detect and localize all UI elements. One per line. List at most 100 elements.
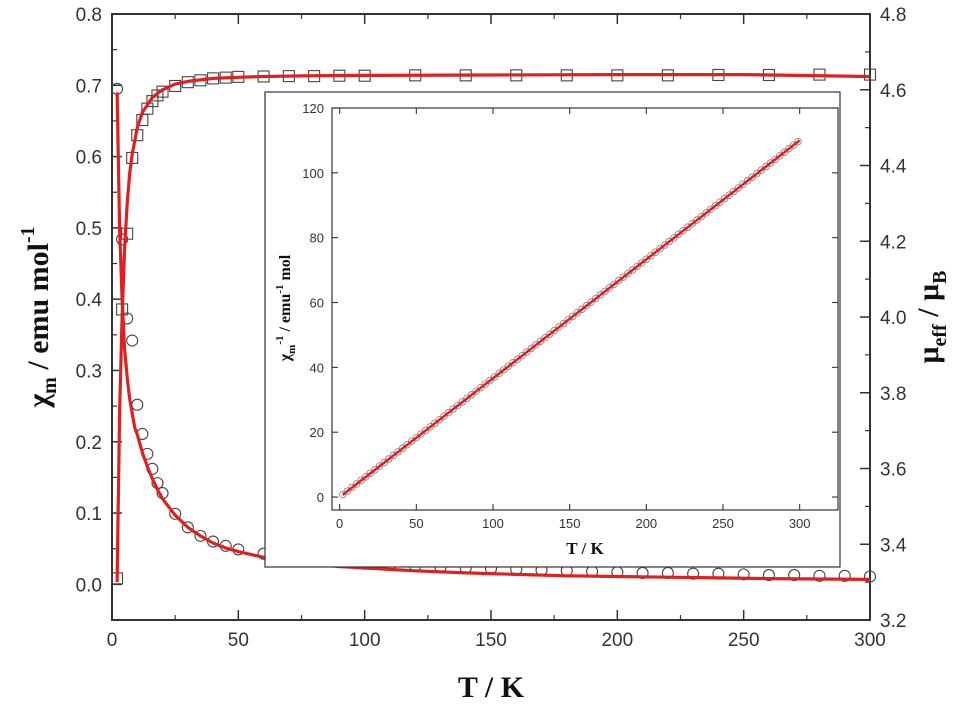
- inset-data-point: [532, 341, 540, 349]
- y-left-tick-label: 0.1: [76, 504, 102, 525]
- chi-data-point: [194, 529, 207, 542]
- inset-data-point: [624, 269, 632, 278]
- inset-data-point: [555, 323, 563, 331]
- mueff-data-point: [863, 68, 877, 81]
- chi-data-point: [126, 334, 139, 347]
- y-left-tick-label: 0.6: [76, 148, 102, 169]
- y-left-tick-label: 0.0: [76, 575, 102, 596]
- inset-data-point: [435, 416, 444, 424]
- y-left-axis-sup: -1: [17, 226, 39, 243]
- inset-data-point: [619, 273, 628, 281]
- inset-x-axis-title: T / K: [566, 539, 604, 558]
- inset-data-point: [785, 144, 793, 153]
- inset-data-point: [591, 294, 600, 303]
- inset-data-point: [352, 480, 361, 488]
- chi-data-point: [762, 569, 775, 582]
- inset-data-point: [564, 316, 572, 324]
- y-left-axis-text: / emu mol: [22, 243, 55, 377]
- inset-data-point: [504, 362, 513, 371]
- inset-data-point: [679, 226, 687, 235]
- y-left-tick-label: 0.4: [76, 290, 103, 311]
- inset-x-tick-label: 100: [482, 516, 504, 531]
- inset-data-point: [628, 266, 637, 274]
- inset-y-tick-label: 60: [310, 296, 324, 311]
- inset-data-point: [384, 455, 393, 463]
- inset-data-point: [757, 166, 766, 174]
- inset-y-axis-text: / emu: [277, 294, 294, 336]
- inset-data-point: [453, 401, 462, 410]
- inset-data-point: [518, 351, 526, 360]
- inset-data-point: [789, 141, 798, 149]
- inset-data-point: [527, 344, 536, 353]
- inset-y-tick-label: 100: [302, 166, 324, 181]
- inset-data-point: [559, 319, 568, 328]
- inset-y-axis-sup: -1: [274, 336, 286, 345]
- inset-data-point: [702, 209, 710, 217]
- x-axis-title: T / K: [458, 671, 525, 704]
- inset-data-point: [720, 194, 729, 203]
- chi-fit-line: [115, 92, 871, 581]
- inset-data-point: [578, 305, 586, 313]
- inset-data-point: [375, 462, 384, 470]
- inset-y-tick-label: 20: [310, 425, 324, 440]
- chi-data-point: [838, 569, 851, 582]
- inset-y-tick-label: 120: [302, 101, 324, 116]
- inset-data-point: [734, 184, 743, 192]
- inset-data-point: [752, 169, 761, 178]
- inset-data-point: [481, 380, 490, 388]
- inset-series: [338, 137, 802, 499]
- inset-data-point: [775, 152, 784, 160]
- inset-data-point: [614, 276, 623, 285]
- inset-data-point: [449, 405, 457, 413]
- inset-data-point: [476, 383, 485, 392]
- inset-data-point: [509, 358, 517, 367]
- chi-data-point: [788, 569, 801, 582]
- main-plot: 0 50 100 150 200 250 3000.00.10.20.30.40.50.60…: [76, 5, 907, 651]
- inset-data-point: [398, 444, 407, 453]
- inset-data-point: [541, 333, 549, 342]
- inset-data-point: [338, 490, 347, 499]
- inset-data-point: [513, 355, 522, 363]
- inset-fits: [341, 139, 801, 496]
- inset-data-point: [725, 191, 733, 199]
- mueff-data-point: [156, 85, 169, 98]
- inset-data-point: [426, 423, 434, 431]
- chi-data-point: [687, 567, 700, 580]
- inset-data-point: [573, 309, 582, 317]
- y-right-tick-label: 3.2: [880, 611, 906, 632]
- main-fits: [115, 73, 871, 583]
- inset-data-point: [771, 155, 779, 164]
- inset-y-axis-symbol: χ: [277, 353, 294, 362]
- inset-data-point: [596, 291, 605, 299]
- chi-data-point: [169, 507, 182, 520]
- y-left-tick-label: 0.8: [76, 5, 102, 26]
- inset-data-point: [610, 280, 618, 288]
- inset-data-point: [605, 284, 614, 292]
- inset-data-point: [739, 180, 747, 189]
- inset-x-tick-label: 250: [712, 516, 734, 531]
- inset-data-point: [361, 473, 370, 481]
- inset-data-point: [394, 448, 402, 456]
- inset-y-axis-text2: mol: [277, 254, 294, 284]
- y-right-tick-label: 3.8: [880, 384, 906, 405]
- inset-data-point: [688, 219, 697, 228]
- inset-data-point: [647, 251, 655, 260]
- inset-data-point: [780, 148, 789, 157]
- y-right-axis-title: μeff / μB: [912, 271, 951, 364]
- inset-data-point: [794, 137, 802, 146]
- inset-data-point: [674, 230, 683, 239]
- inset-x-tick-label: 300: [789, 516, 811, 531]
- inset-data-point: [495, 369, 503, 378]
- y-right-tick-label: 4.4: [880, 157, 907, 178]
- chi-data-point: [863, 570, 877, 583]
- inset-data-point: [371, 465, 379, 474]
- inset-data-point: [665, 237, 674, 246]
- y-left-axis-sub: m: [39, 377, 61, 394]
- inset-y-axis-sub: m: [286, 345, 298, 354]
- inset-data-point: [748, 173, 756, 181]
- y-left-tick-label: 0.2: [76, 433, 102, 454]
- inset-data-point: [522, 348, 531, 356]
- inset-x-tick-label: 200: [635, 516, 657, 531]
- inset-y-tick-label: 40: [310, 360, 324, 375]
- inset-data-point: [490, 373, 499, 381]
